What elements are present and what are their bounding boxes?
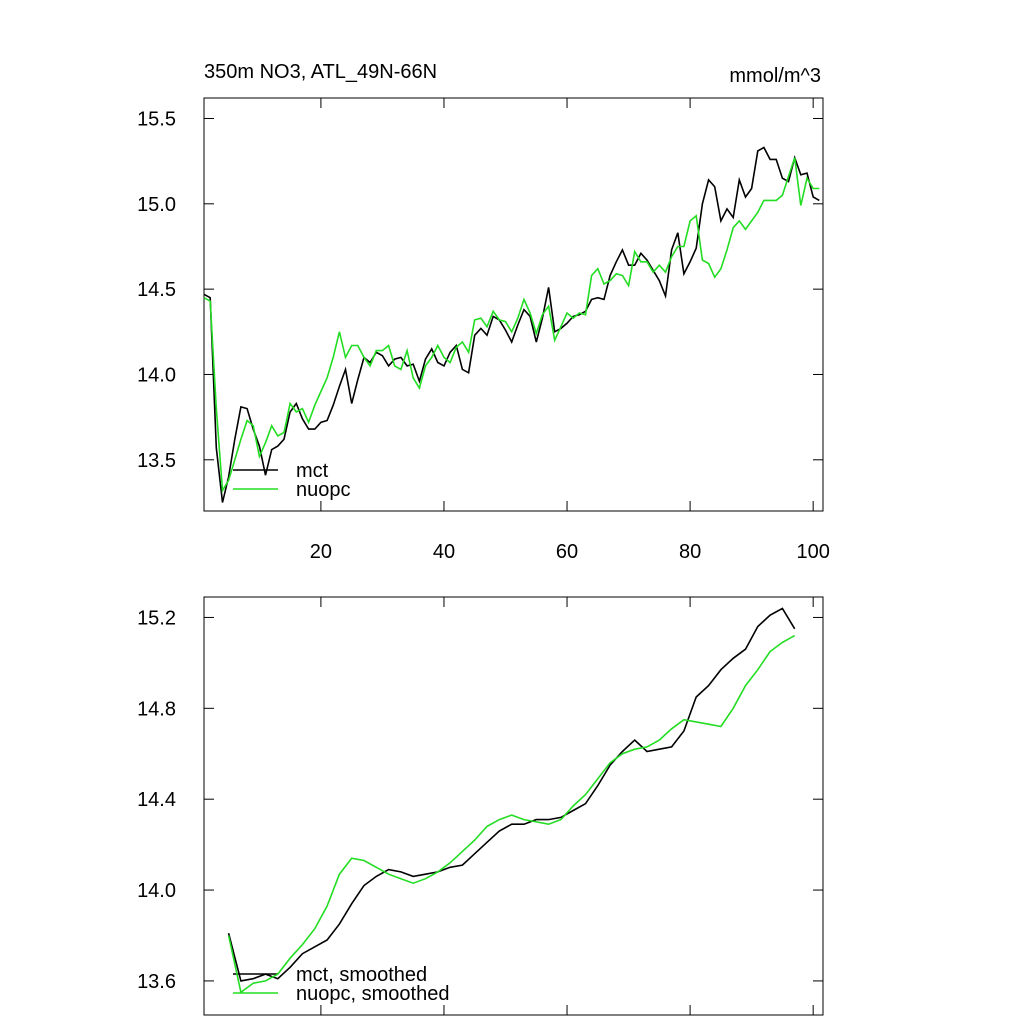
y-tick-label: 13.6 — [137, 971, 176, 993]
y-tick-label: 14.4 — [137, 789, 176, 811]
y-tick-label: 14.0 — [137, 364, 176, 386]
legend-label: nuopc — [296, 479, 351, 501]
y-tick-label: 15.2 — [137, 607, 176, 629]
y-tick-label: 13.5 — [137, 450, 176, 472]
y-tick-label: 15.0 — [137, 194, 176, 216]
plot-frame — [203, 97, 824, 512]
y-tick-label: 14.8 — [137, 698, 176, 720]
x-tick-label: 20 — [310, 541, 332, 563]
x-tick-label: 60 — [556, 541, 578, 563]
series-line — [227, 634, 796, 994]
y-tick-label: 14.0 — [137, 880, 176, 902]
x-tick-label: 40 — [433, 541, 455, 563]
series-line — [227, 607, 796, 982]
x-tick-label: 80 — [679, 541, 701, 563]
legend-label: mct — [296, 460, 329, 482]
legend-label: nuopc, smoothed — [296, 983, 449, 1005]
y-tick-label: 15.5 — [137, 108, 176, 130]
series-line — [203, 146, 820, 503]
units-label: mmol/m^3 — [729, 65, 821, 87]
x-tick-label: 100 — [796, 541, 829, 563]
legend-label: mct, smoothed — [296, 964, 427, 986]
chart-title: 350m NO3, ATL_49N-66N — [204, 61, 437, 83]
series-line — [203, 157, 820, 494]
y-tick-label: 14.5 — [137, 279, 176, 301]
plot-frame — [203, 596, 824, 1016]
